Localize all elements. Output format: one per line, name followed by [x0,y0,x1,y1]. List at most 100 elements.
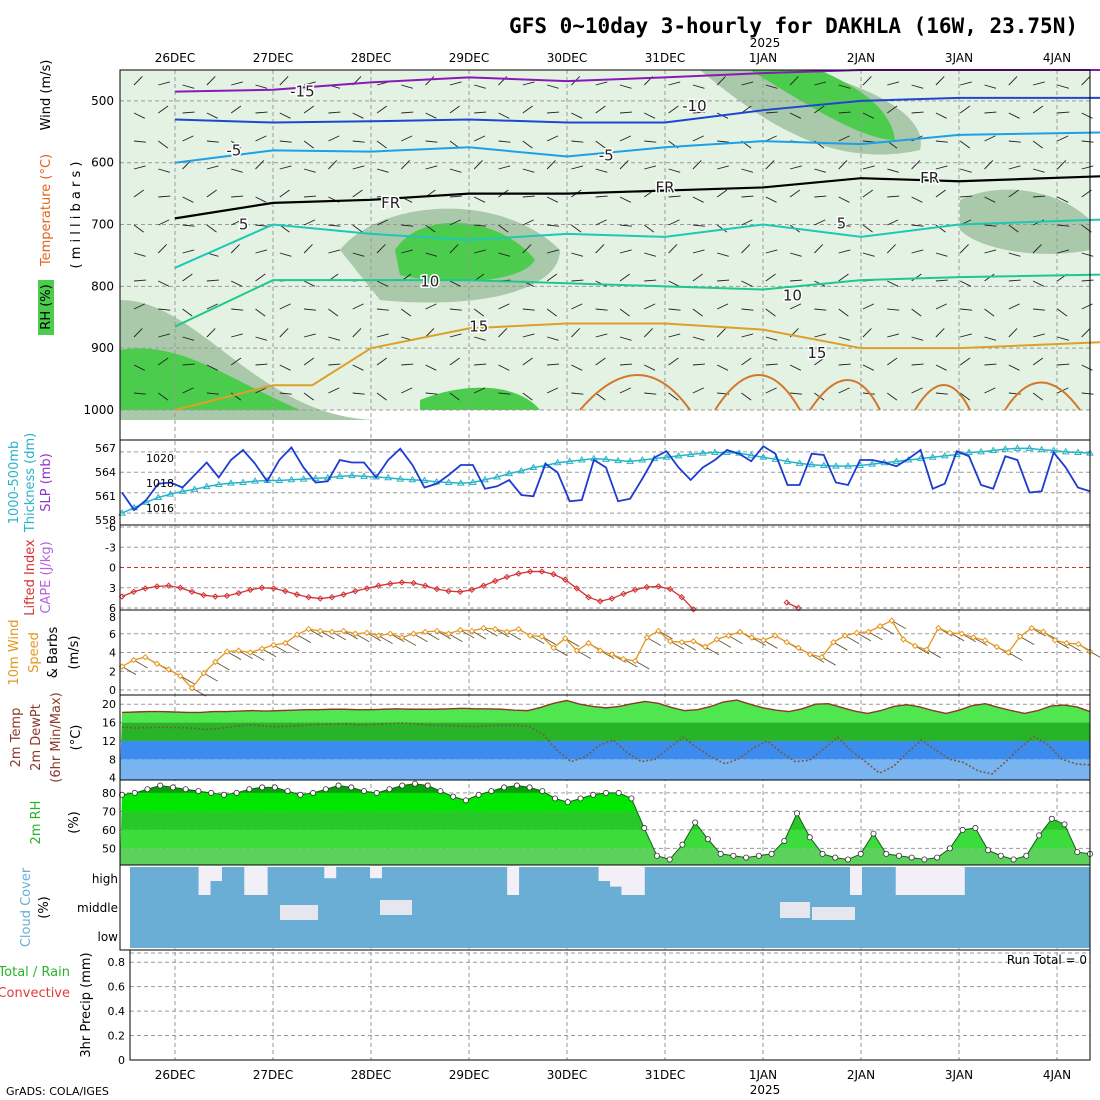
wind-barb [717,165,729,170]
wind-barb [960,333,972,338]
wind-barb [231,195,244,198]
wind-barb [376,140,387,149]
year-label-bottom: 2025 [750,1083,781,1097]
wind-barb [765,111,778,114]
wind-barb [814,105,825,114]
warm-contour [579,374,691,411]
wind-barb [741,308,754,311]
x-tick-top: 30DEC [547,51,587,65]
wind-barb [328,363,341,366]
thickness-point [674,451,683,459]
wind-barb [158,140,169,149]
thickness-point [166,490,175,497]
wind-barb [1008,364,1020,371]
warm-contour [809,379,881,411]
wind-speed-point [946,629,954,637]
wind-barb [522,168,535,173]
wind-barb [862,189,874,198]
wind-barb-10m [763,639,778,649]
wind-barb [401,249,414,254]
wind-barb-10m [459,629,475,639]
wind-barb [692,84,705,89]
wind-barb [619,249,632,254]
wind-barb [376,308,389,311]
wind-barb [619,387,632,394]
y-tick-pressure: 700 [91,218,114,232]
thickness-point [928,453,937,460]
wind-barb [911,336,924,341]
wind-barb [765,336,778,341]
wind-speed-point [596,647,604,654]
wind-barb [474,111,487,114]
wind-barb [1081,303,1093,310]
wind-speed-point [433,627,441,635]
thickness-point [529,463,538,470]
thickness-point [844,462,852,469]
wind-barb [838,111,851,114]
rh-point [220,791,227,798]
rh-point [526,784,533,791]
wind-barb [1057,196,1069,203]
wind-speed-point [457,626,464,634]
wind-speed-point [690,638,697,645]
wind-barb [231,333,243,338]
lifted-index-line [121,570,694,610]
wind-barb [1081,112,1093,119]
wind-barb [984,249,997,254]
wind-barb [546,160,556,170]
wind-barb [862,224,873,233]
rh-point [794,810,801,817]
wind-barb [328,135,340,142]
wind-speed-point [900,636,907,643]
rh-point [513,782,520,789]
wind-barb [1081,364,1093,371]
wind-barb [133,165,146,170]
x-tick-bottom: 28DEC [351,1068,391,1082]
wind-barb [887,219,899,226]
wind-barb [862,328,872,338]
thickness-point [190,485,199,492]
rh-point [208,789,215,796]
contour-label: 5 [239,216,249,234]
wind-speed-point [620,655,627,663]
cloud-high-gap [210,867,222,881]
thickness-point [444,478,453,485]
thickness-point [335,472,344,479]
wind-barb [571,140,584,143]
wind-barb [376,392,387,401]
rh-point [119,791,126,798]
wind-speed-point [1051,637,1059,644]
cloud-high-gap [255,867,268,895]
wind-barb [984,336,997,341]
wind-barb [230,392,242,401]
wind-barb [1008,165,1021,170]
rh-point [335,782,342,789]
wind-barb-10m [879,625,895,635]
thickness-point [916,454,925,462]
wind-barb [1057,135,1069,142]
wind-barb [959,244,969,254]
wind-barb [1032,81,1045,86]
wind-barb [498,224,509,233]
wind-speed-point [701,643,709,651]
wind-barb-10m [494,628,510,638]
wind-barb [789,112,802,119]
wind-barb [935,112,947,119]
rh-point [259,784,266,791]
wind-speed-point [515,625,522,633]
wind-barb [862,76,872,86]
rh-point [411,780,418,787]
wind-barb [619,336,632,341]
wind-barb [328,111,341,114]
wind-speed-point [188,684,196,692]
ylabel-wind-3: & Barbs [46,627,61,679]
wind-barb [1032,392,1043,401]
wind-barb [158,392,169,401]
thickness-point [807,460,816,468]
wind-barb [668,81,681,86]
wind-barb [1081,165,1094,170]
isotherm-line [174,322,1100,411]
wind-barb [935,328,945,338]
x-tick-bottom: 4JAN [1043,1068,1071,1082]
wind-barb [230,105,242,114]
